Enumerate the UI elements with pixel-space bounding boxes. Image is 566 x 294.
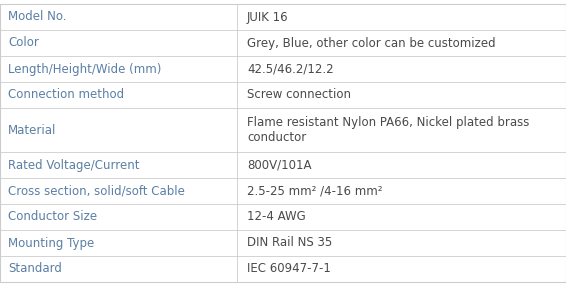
Text: Length/Height/Wide (mm): Length/Height/Wide (mm): [8, 63, 161, 76]
Bar: [0, 108, 566, 152]
Text: Rated Voltage/Current: Rated Voltage/Current: [8, 158, 139, 171]
Bar: [0, 56, 566, 82]
Text: DIN Rail NS 35: DIN Rail NS 35: [247, 236, 332, 250]
Text: Grey, Blue, other color can be customized: Grey, Blue, other color can be customize…: [247, 36, 496, 49]
Bar: [0, 178, 566, 204]
Bar: [0, 204, 566, 230]
Text: 800V/101A: 800V/101A: [247, 158, 311, 171]
Text: Mounting Type: Mounting Type: [8, 236, 95, 250]
Text: Connection method: Connection method: [8, 88, 124, 101]
Text: Cross section, solid/soft Cable: Cross section, solid/soft Cable: [8, 185, 185, 198]
Text: Screw connection: Screw connection: [247, 88, 351, 101]
Text: 42.5/46.2/12.2: 42.5/46.2/12.2: [247, 63, 333, 76]
Text: Model No.: Model No.: [8, 11, 66, 24]
Bar: [0, 30, 566, 56]
Bar: [0, 152, 566, 178]
Text: JUIK 16: JUIK 16: [247, 11, 289, 24]
Text: Flame resistant Nylon PA66, Nickel plated brass: Flame resistant Nylon PA66, Nickel plate…: [247, 116, 529, 128]
Text: IEC 60947-7-1: IEC 60947-7-1: [247, 263, 331, 275]
Text: conductor: conductor: [247, 131, 306, 144]
Text: Color: Color: [8, 36, 39, 49]
Bar: [0, 230, 566, 256]
Text: 2.5-25 mm² /4-16 mm²: 2.5-25 mm² /4-16 mm²: [247, 185, 383, 198]
Bar: [0, 4, 566, 30]
Bar: [0, 256, 566, 282]
Text: Material: Material: [8, 123, 57, 136]
Text: 12-4 AWG: 12-4 AWG: [247, 211, 306, 223]
Bar: [0, 82, 566, 108]
Text: Standard: Standard: [8, 263, 62, 275]
Text: Conductor Size: Conductor Size: [8, 211, 97, 223]
